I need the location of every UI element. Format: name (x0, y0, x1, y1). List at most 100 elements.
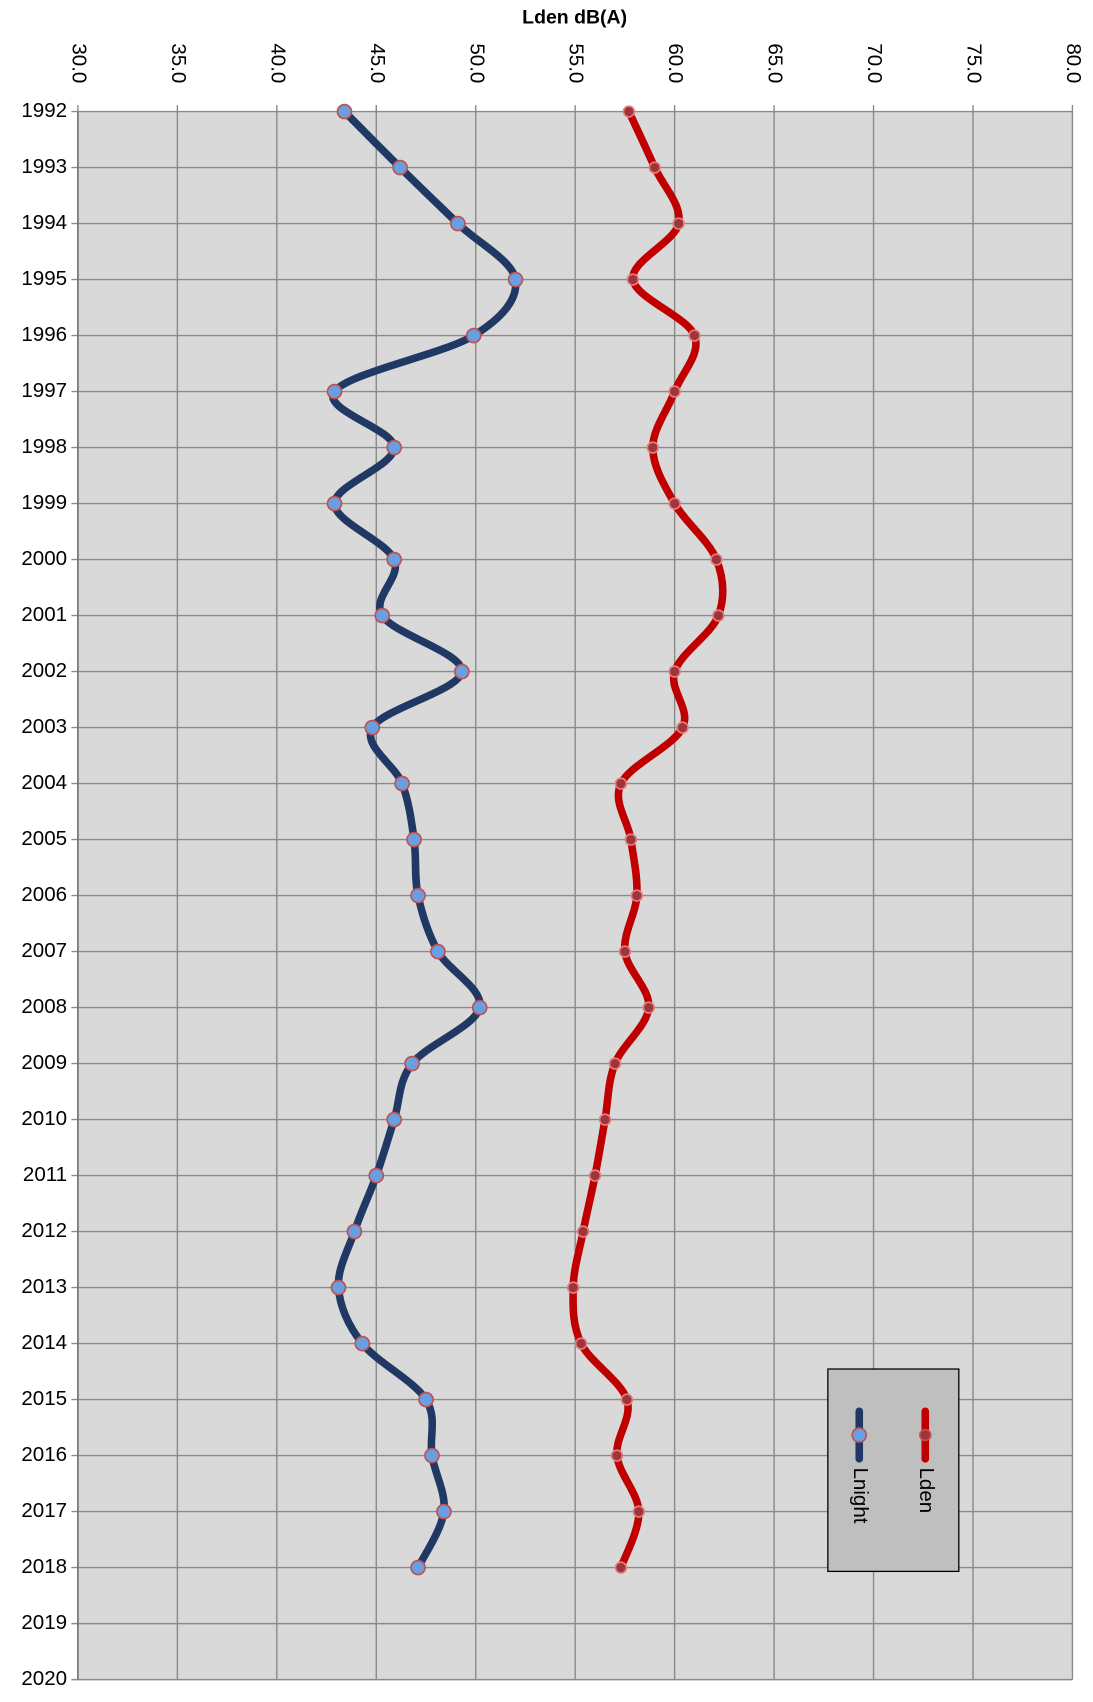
data-point (610, 1449, 624, 1462)
x-tick-label: 60.0 (664, 43, 687, 83)
y-tick-label: 2007 (21, 939, 67, 962)
data-point (668, 497, 681, 510)
data-point (392, 159, 408, 176)
data-point (368, 1167, 385, 1184)
y-tick-label: 2012 (21, 1219, 67, 1242)
y-tick-label: 2015 (21, 1387, 67, 1410)
data-point (430, 943, 446, 960)
y-tick-label: 2019 (21, 1611, 67, 1634)
legend-label: Lnight (849, 1468, 872, 1524)
y-tick-label: 1993 (21, 155, 67, 178)
data-point (418, 1391, 434, 1408)
x-tick-label: 80.0 (1062, 43, 1085, 83)
data-point (642, 1001, 655, 1014)
data-point (364, 719, 381, 736)
y-tick-label: 2020 (21, 1667, 67, 1690)
y-tick-label: 2010 (21, 1107, 67, 1130)
y-tick-label: 1998 (21, 435, 67, 458)
x-tick-label: 45.0 (366, 43, 389, 83)
legend-label: Lden (915, 1468, 938, 1514)
y-tick-label: 1996 (21, 323, 67, 346)
chart-title: Lden dB(A) (522, 7, 627, 29)
data-point (576, 1225, 590, 1238)
y-tick-label: 2002 (21, 659, 67, 682)
data-point (326, 495, 343, 512)
data-point (386, 1111, 403, 1128)
y-tick-label: 2011 (23, 1163, 67, 1186)
data-point (630, 889, 644, 902)
y-tick-label: 1997 (21, 379, 67, 402)
data-point (424, 1447, 440, 1464)
data-point (566, 1281, 580, 1294)
data-point (668, 665, 681, 678)
data-point (614, 777, 628, 790)
data-point (648, 161, 661, 174)
data-point (676, 721, 689, 734)
y-tick-label: 2000 (21, 547, 67, 570)
data-point (386, 551, 403, 568)
x-tick-label: 50.0 (465, 43, 488, 83)
data-point (453, 663, 470, 680)
data-point (632, 1505, 646, 1518)
y-tick-label: 1995 (21, 267, 67, 290)
data-point (410, 887, 426, 904)
data-point (624, 833, 638, 846)
data-point (346, 1223, 363, 1240)
data-point (646, 441, 659, 454)
y-tick-label: 2005 (21, 827, 67, 850)
y-tick-label: 2017 (21, 1499, 67, 1522)
x-tick-label: 30.0 (67, 43, 90, 83)
data-point (668, 385, 681, 398)
data-point (608, 1057, 622, 1070)
x-tick-label: 65.0 (764, 43, 787, 83)
data-point (394, 775, 410, 792)
y-tick-label: 2006 (21, 883, 67, 906)
data-point (688, 329, 701, 342)
data-point (449, 215, 466, 232)
x-tick-label: 40.0 (266, 43, 289, 83)
data-point (374, 607, 391, 624)
y-tick-label: 2003 (21, 715, 67, 738)
x-tick-label: 35.0 (167, 43, 190, 83)
data-point (614, 1561, 628, 1574)
x-tick-label: 75.0 (963, 43, 986, 83)
data-point (598, 1113, 612, 1126)
data-point (336, 103, 353, 120)
data-point (507, 271, 524, 288)
legend-box (827, 1368, 960, 1573)
data-point (471, 999, 488, 1016)
data-point (574, 1337, 588, 1350)
y-tick-label: 2001 (21, 603, 67, 626)
data-point (326, 383, 343, 400)
data-point (620, 1393, 634, 1406)
data-point (386, 439, 403, 456)
y-tick-label: 2008 (21, 995, 67, 1018)
data-point (330, 1279, 347, 1296)
legend-marker (919, 1428, 932, 1442)
data-point (410, 1559, 426, 1576)
data-point (626, 273, 640, 286)
y-tick-label: 2016 (21, 1443, 67, 1466)
y-tick-label: 2014 (21, 1331, 67, 1354)
data-point (404, 1055, 420, 1072)
x-tick-label: 70.0 (863, 43, 886, 83)
y-tick-label: 2013 (21, 1275, 67, 1298)
legend-marker (851, 1427, 868, 1443)
y-tick-label: 1994 (21, 211, 67, 234)
data-point (436, 1503, 452, 1520)
y-tick-label: 2018 (21, 1555, 67, 1578)
x-tick-label: 55.0 (565, 43, 588, 83)
data-point (672, 217, 685, 230)
y-tick-label: 1992 (21, 99, 67, 122)
data-point (588, 1169, 602, 1182)
y-tick-label: 2009 (21, 1051, 67, 1074)
data-point (406, 831, 422, 848)
data-point (710, 553, 723, 566)
y-tick-label: 1999 (21, 491, 67, 514)
data-point (618, 945, 632, 958)
data-point (712, 609, 725, 622)
data-point (622, 105, 636, 118)
data-point (354, 1335, 371, 1352)
y-tick-label: 2004 (21, 771, 67, 794)
